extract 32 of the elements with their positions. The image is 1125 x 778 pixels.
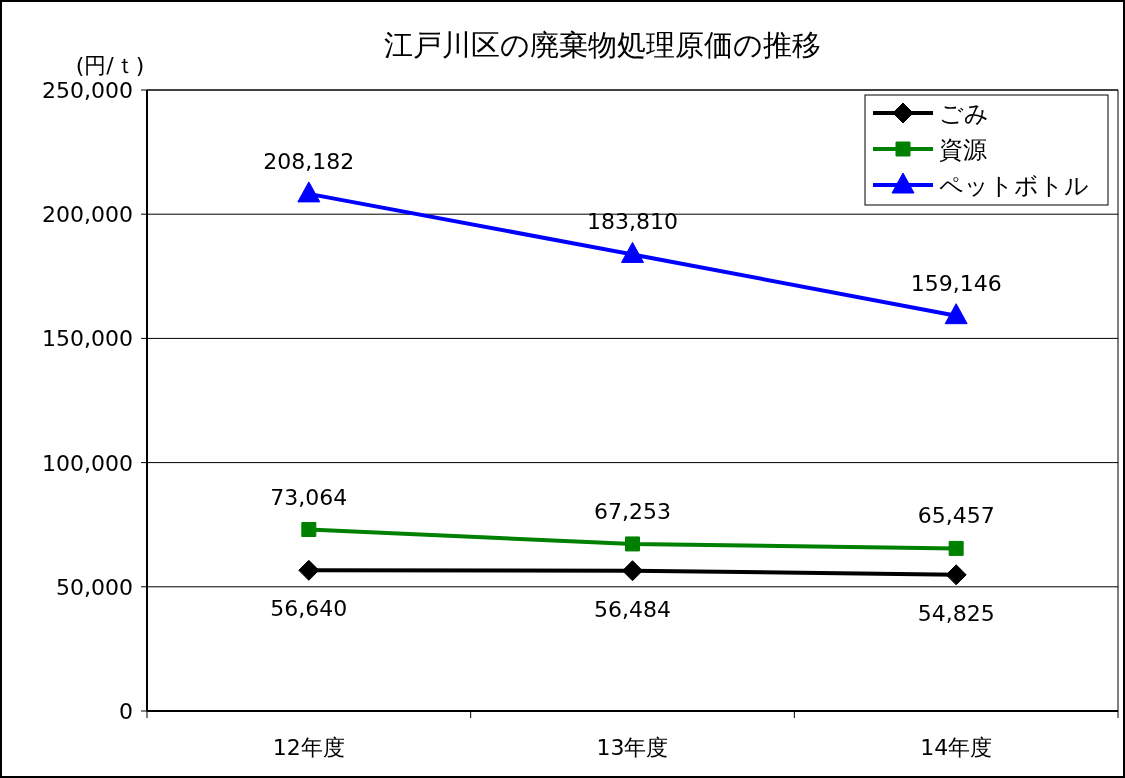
chart-title: 江戸川区の廃棄物処理原価の推移 — [384, 28, 821, 62]
point — [622, 560, 643, 582]
data-label: 54,825 — [917, 600, 995, 626]
point — [948, 540, 964, 556]
y-tick-label: 150,000 — [42, 326, 133, 352]
point — [944, 303, 968, 325]
data-label: 56,484 — [594, 596, 671, 622]
legend-label: 資源 — [939, 136, 987, 164]
point — [625, 536, 640, 552]
point — [297, 181, 321, 203]
y-axis-title: (円/ｔ) — [75, 53, 145, 78]
point — [945, 564, 967, 586]
y-tick-label: 250,000 — [42, 78, 133, 103]
data-label: 73,064 — [270, 484, 348, 510]
y-tick-label: 200,000 — [42, 202, 133, 228]
legend-label: ペットボトル — [939, 172, 1089, 200]
data-label: 183,810 — [587, 209, 678, 235]
point — [298, 559, 320, 581]
point — [621, 241, 644, 263]
data-label: 56,640 — [270, 596, 348, 622]
y-tick-label: 50,000 — [56, 574, 133, 600]
x-tick-label: 13年度 — [596, 735, 669, 760]
x-tick-label: 14年度 — [920, 735, 993, 760]
x-tick-label: 12年度 — [272, 735, 345, 760]
data-label: 65,457 — [917, 503, 995, 529]
y-tick-label: 100,000 — [42, 450, 133, 476]
data-label: 67,253 — [594, 498, 671, 524]
legend-label: ごみ — [939, 100, 989, 128]
data-label: 159,146 — [910, 270, 1002, 296]
data-label: 208,182 — [263, 148, 355, 174]
point — [301, 522, 317, 538]
y-tick-label: 0 — [119, 699, 133, 724]
